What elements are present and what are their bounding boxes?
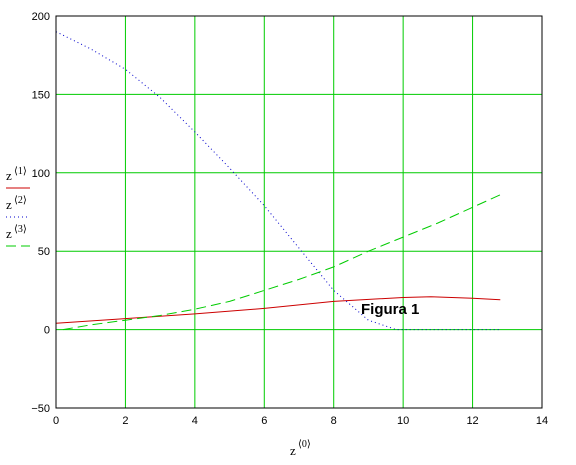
y-tick-label: 100 <box>32 168 50 180</box>
x-tick-label: 8 <box>331 415 337 427</box>
y-tick-label: 150 <box>32 89 50 101</box>
x-tick-label: 12 <box>466 415 478 427</box>
legend-label-2: z <box>6 197 12 212</box>
x-tick-label: 6 <box>261 415 267 427</box>
series-line-2 <box>55 31 501 331</box>
series-group <box>55 31 501 331</box>
x-tick-label: 4 <box>192 415 198 427</box>
legend-label-sup-1: ⟨1⟩ <box>14 166 27 177</box>
series-line-3 <box>62 194 501 331</box>
legend-label-3: z <box>6 226 12 241</box>
x-tick-label: 14 <box>536 415 548 427</box>
y-tick-label: −50 <box>31 403 50 415</box>
grid <box>56 16 542 408</box>
y-tick-label: 200 <box>32 11 50 23</box>
x-axis-label-sup: ⟨0⟩ <box>298 439 311 450</box>
legend-label-sup-2: ⟨2⟩ <box>14 195 27 206</box>
legend-label-sup-3: ⟨3⟩ <box>14 224 27 235</box>
legend-label-1: z <box>6 168 12 183</box>
annotation-figura-1: Figura 1 <box>361 301 419 318</box>
y-tick-label: 50 <box>38 246 50 258</box>
x-axis-label-base: z <box>290 443 296 458</box>
plot-frame <box>55 15 543 409</box>
legend: z ⟨1⟩z ⟨2⟩z ⟨3⟩ <box>6 166 30 247</box>
x-tick-label: 0 <box>53 415 59 427</box>
y-tick-label: 0 <box>44 325 50 337</box>
x-tick-label: 2 <box>122 415 128 427</box>
x-tick-label: 10 <box>397 415 409 427</box>
series-line-1 <box>55 296 501 324</box>
x-axis-label: z ⟨0⟩ <box>290 439 311 458</box>
